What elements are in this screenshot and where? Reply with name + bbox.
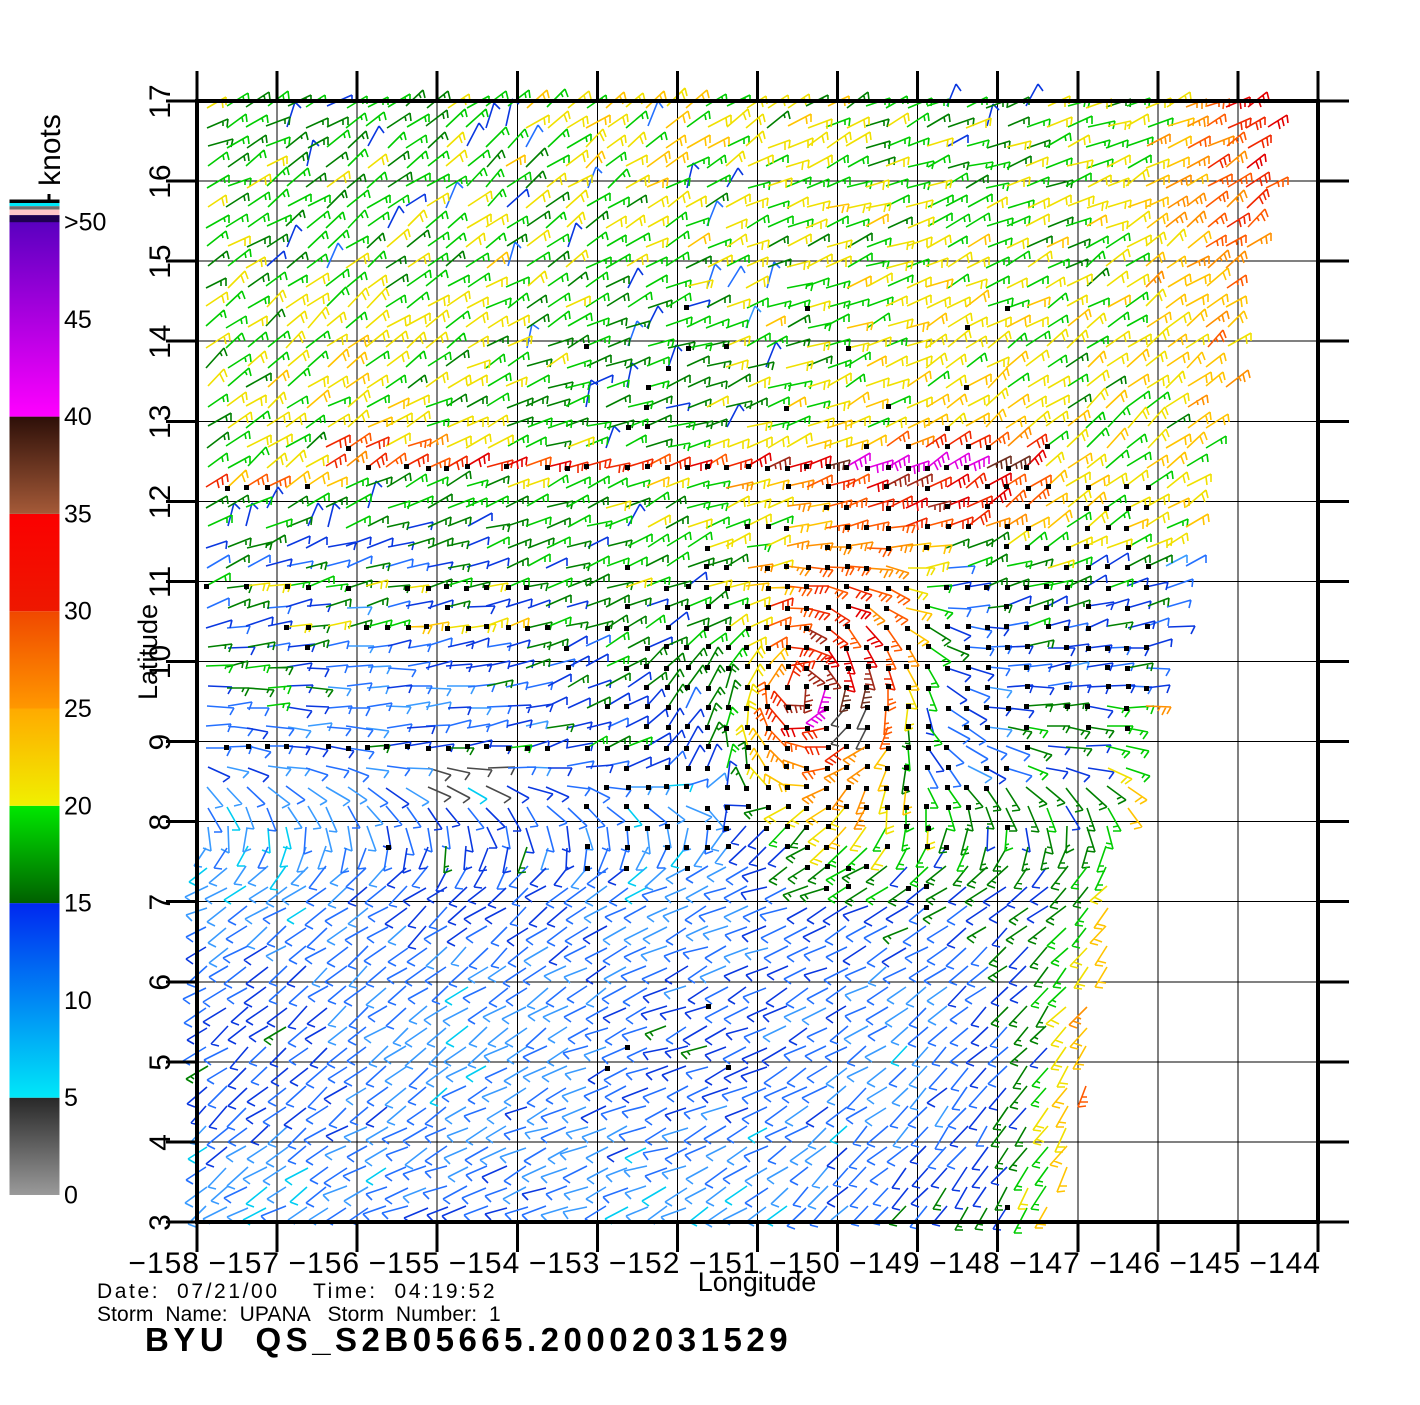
svg-text:15: 15 [144, 243, 177, 278]
svg-text:Latitude: Latitude [133, 604, 163, 700]
svg-text:−154: −154 [449, 1247, 521, 1280]
svg-text:17: 17 [144, 83, 177, 118]
svg-text:35: 35 [64, 500, 92, 528]
svg-text:4: 4 [144, 1133, 177, 1151]
svg-text:10: 10 [64, 987, 92, 1015]
svg-text:BYU QS_S2B05665.20002031529: BYU QS_S2B05665.20002031529 [145, 1321, 792, 1358]
svg-text:13: 13 [144, 404, 177, 439]
svg-text:25: 25 [64, 695, 92, 723]
svg-text:−156: −156 [289, 1247, 361, 1280]
svg-text:−150: −150 [769, 1247, 841, 1280]
svg-text:−158: −158 [128, 1247, 200, 1280]
svg-text:−145: −145 [1169, 1247, 1241, 1280]
svg-text:−149: −149 [849, 1247, 921, 1280]
svg-text:knots: knots [34, 114, 67, 186]
svg-text:6: 6 [144, 973, 177, 991]
svg-text:Longitude: Longitude [698, 1267, 817, 1297]
svg-text:−155: −155 [369, 1247, 441, 1280]
svg-text:16: 16 [144, 163, 177, 198]
svg-text:8: 8 [144, 813, 177, 831]
svg-text:40: 40 [64, 403, 92, 431]
svg-text:−147: −147 [1009, 1247, 1081, 1280]
svg-text:11: 11 [144, 565, 177, 598]
svg-text:−157: −157 [209, 1247, 281, 1280]
svg-text:9: 9 [144, 733, 177, 751]
svg-text:45: 45 [64, 306, 92, 334]
svg-text:−144: −144 [1249, 1247, 1321, 1280]
svg-text:10: 10 [144, 644, 177, 679]
svg-text:7: 7 [144, 893, 177, 911]
svg-text:>50: >50 [64, 209, 106, 237]
svg-text:5: 5 [64, 1084, 78, 1112]
svg-text:−148: −148 [929, 1247, 1001, 1280]
svg-text:20: 20 [64, 792, 92, 820]
svg-text:14: 14 [144, 324, 177, 359]
svg-text:−151: −151 [689, 1247, 761, 1280]
svg-text:5: 5 [144, 1053, 177, 1071]
svg-text:3: 3 [144, 1213, 177, 1231]
svg-text:15: 15 [64, 890, 92, 918]
svg-text:30: 30 [64, 598, 92, 626]
svg-text:−152: −152 [609, 1247, 681, 1280]
svg-text:Storm Name: UPANA Storm N: Storm Name: UPANA Storm Number: 1 [97, 1303, 501, 1326]
svg-text:Date: 07/21/00 Time: 04:1: Date: 07/21/00 Time: 04:19:52 [97, 1280, 497, 1303]
svg-text:0: 0 [64, 1182, 78, 1210]
svg-text:12: 12 [144, 484, 177, 519]
svg-text:−146: −146 [1089, 1247, 1161, 1280]
svg-text:−153: −153 [529, 1247, 601, 1280]
